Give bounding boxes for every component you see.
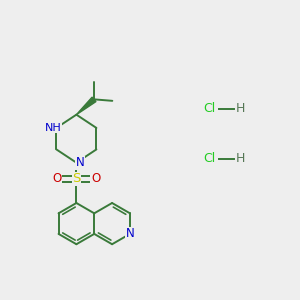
- Polygon shape: [76, 97, 96, 115]
- Text: NH: NH: [44, 123, 61, 133]
- Text: Cl: Cl: [203, 102, 215, 115]
- Text: N: N: [76, 156, 84, 169]
- Text: Cl: Cl: [203, 152, 215, 165]
- Text: H: H: [236, 152, 245, 165]
- Text: O: O: [91, 172, 100, 185]
- Text: O: O: [52, 172, 62, 185]
- Text: S: S: [72, 172, 81, 185]
- Text: H: H: [236, 102, 245, 115]
- Text: N: N: [126, 227, 134, 240]
